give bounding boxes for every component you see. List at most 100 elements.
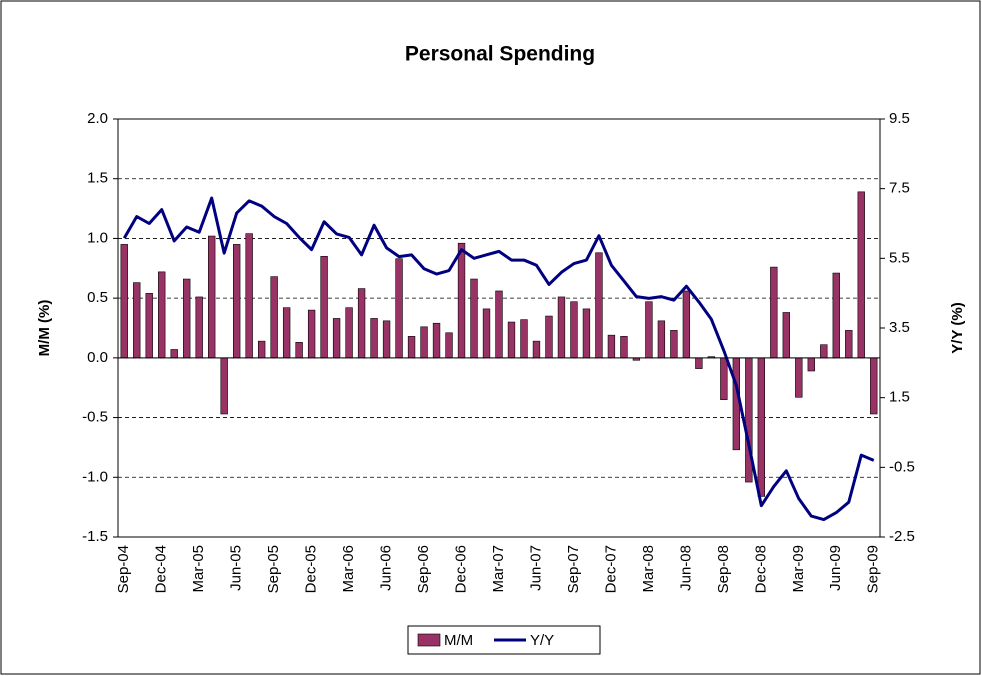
bar — [832, 272, 840, 359]
x-tick-label: Sep-06 — [415, 545, 432, 593]
x-tick-label: Jun-06 — [378, 545, 395, 591]
y-tick-label: 1.5 — [87, 170, 108, 187]
x-tick-label: Sep-05 — [265, 545, 282, 593]
bar — [370, 318, 378, 359]
x-tick-label: Mar-07 — [490, 545, 507, 593]
x-tick-label: Mar-05 — [190, 545, 207, 593]
y-tick-label: -1.5 — [82, 528, 108, 545]
y-tick-label: 0.0 — [87, 349, 108, 366]
bar — [582, 308, 591, 359]
bar — [657, 320, 666, 359]
bar — [120, 244, 128, 359]
y-tick-label: 1.0 — [87, 229, 108, 246]
plot-border — [117, 118, 881, 538]
bar — [270, 276, 278, 359]
x-tick-label: Mar-08 — [640, 545, 657, 593]
bar — [520, 319, 528, 359]
bar — [133, 282, 141, 359]
legend-swatch — [417, 633, 441, 647]
bar — [857, 191, 865, 359]
x-tick-label: Dec-04 — [153, 545, 170, 593]
bar — [507, 321, 516, 359]
x-tick-label: Sep-04 — [115, 545, 132, 593]
bar — [420, 326, 428, 359]
bar — [332, 318, 341, 359]
bar — [282, 307, 291, 359]
chart-title: Personal Spending — [405, 43, 595, 66]
bar — [232, 244, 241, 359]
legend-label: Y/Y — [530, 632, 554, 649]
bar — [770, 266, 778, 359]
bar — [620, 336, 628, 359]
y-tick-label: -1.0 — [82, 468, 108, 485]
legend-label: M/M — [444, 632, 473, 649]
bar — [595, 252, 603, 359]
bar — [532, 340, 541, 359]
bar — [557, 296, 566, 359]
bar — [345, 307, 353, 359]
bar — [682, 290, 691, 359]
bar — [820, 344, 828, 359]
x-tick-label: Mar-09 — [790, 545, 807, 593]
bar — [307, 309, 316, 359]
bar — [357, 288, 366, 359]
y2-tick-label: -2.5 — [889, 528, 915, 545]
x-tick-label: Sep-08 — [715, 545, 732, 593]
x-tick-label: Sep-07 — [565, 545, 582, 593]
bar — [720, 357, 728, 400]
y-tick-label: 2.0 — [87, 110, 108, 127]
x-tick-label: Mar-06 — [340, 545, 357, 593]
bar — [170, 349, 178, 359]
bar — [807, 357, 815, 372]
y2-tick-label: 3.5 — [889, 319, 910, 336]
bar — [295, 342, 303, 359]
x-tick-label: Jun-08 — [677, 545, 694, 591]
y2-tick-label: -0.5 — [889, 458, 915, 475]
bar — [645, 301, 653, 359]
x-tick-label: Dec-08 — [752, 545, 769, 593]
bar — [195, 296, 203, 359]
line — [122, 196, 875, 522]
bar — [782, 312, 790, 359]
y2-axis-title: Y/Y (%) — [949, 302, 966, 353]
bar — [607, 334, 616, 359]
bar — [245, 233, 253, 359]
bar — [845, 330, 853, 359]
bar — [145, 293, 153, 359]
x-tick-label: Jun-09 — [827, 545, 844, 591]
bar — [870, 357, 878, 415]
bar — [320, 256, 328, 359]
y-tick-label: -0.5 — [82, 409, 108, 426]
bar — [208, 235, 216, 359]
bar — [757, 357, 766, 497]
bar — [395, 258, 403, 359]
y2-tick-label: 5.5 — [889, 249, 910, 266]
bar — [495, 290, 503, 359]
x-tick-label: Dec-06 — [452, 545, 469, 593]
bar — [795, 357, 803, 398]
y2-tick-label: 9.5 — [889, 110, 910, 127]
x-tick-label: Jun-05 — [228, 545, 245, 591]
bar — [695, 357, 703, 369]
x-tick-label: Dec-07 — [602, 545, 619, 593]
bar — [382, 320, 391, 359]
bar — [470, 278, 478, 359]
bar — [220, 357, 228, 415]
y-axis-title: M/M (%) — [36, 300, 53, 357]
y-tick-label: 0.5 — [87, 289, 108, 306]
bar — [432, 322, 441, 359]
x-tick-label: Dec-05 — [303, 545, 320, 593]
bar — [183, 278, 191, 359]
y2-tick-label: 7.5 — [889, 180, 910, 197]
bar — [158, 271, 166, 359]
bar — [570, 301, 578, 359]
y2-tick-label: 1.5 — [889, 389, 910, 406]
bar — [457, 242, 466, 359]
bar — [407, 336, 416, 359]
bar — [670, 330, 678, 359]
bar — [545, 315, 553, 359]
bar — [445, 332, 453, 359]
x-tick-label: Jun-07 — [527, 545, 544, 591]
bar — [257, 340, 266, 359]
